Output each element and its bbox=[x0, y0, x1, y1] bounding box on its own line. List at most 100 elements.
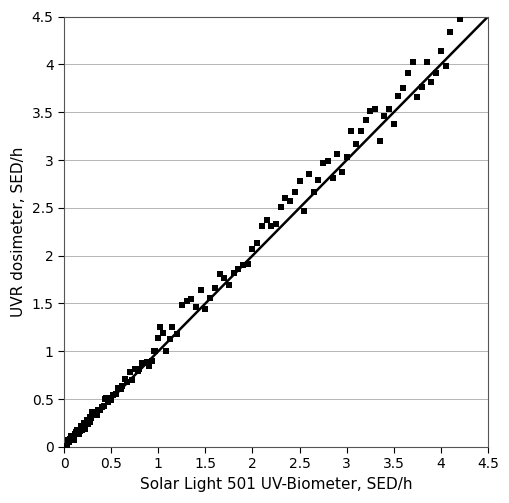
Point bbox=[83, 420, 92, 428]
Point bbox=[76, 428, 84, 436]
Point bbox=[220, 274, 228, 282]
Point bbox=[309, 189, 317, 197]
Point bbox=[68, 433, 76, 441]
Point bbox=[135, 365, 143, 373]
X-axis label: Solar Light 501 UV-Biometer, SED/h: Solar Light 501 UV-Biometer, SED/h bbox=[139, 477, 411, 492]
Point bbox=[243, 261, 251, 269]
Point bbox=[109, 391, 117, 399]
Point bbox=[427, 78, 435, 86]
Point bbox=[100, 394, 108, 402]
Point bbox=[332, 150, 341, 158]
Point bbox=[441, 62, 449, 70]
Point bbox=[252, 239, 261, 247]
Point bbox=[182, 296, 190, 304]
Point bbox=[156, 323, 164, 331]
Point bbox=[300, 207, 308, 215]
Point bbox=[116, 385, 124, 393]
Point bbox=[154, 333, 162, 342]
Point bbox=[431, 69, 439, 77]
Point bbox=[295, 178, 303, 186]
Point bbox=[328, 175, 336, 183]
Point bbox=[286, 197, 294, 205]
Point bbox=[337, 167, 345, 176]
Y-axis label: UVR dosimeter, SED/h: UVR dosimeter, SED/h bbox=[11, 146, 26, 317]
Point bbox=[74, 429, 82, 437]
Point bbox=[94, 406, 102, 414]
Point bbox=[121, 375, 129, 383]
Point bbox=[145, 362, 153, 370]
Point bbox=[323, 157, 331, 165]
Point bbox=[151, 348, 159, 356]
Point bbox=[138, 359, 146, 367]
Point bbox=[224, 281, 233, 289]
Point bbox=[78, 426, 86, 434]
Point bbox=[417, 83, 425, 91]
Point bbox=[87, 414, 95, 422]
Point bbox=[248, 245, 256, 254]
Point bbox=[365, 107, 374, 115]
Point bbox=[65, 438, 73, 446]
Point bbox=[98, 402, 106, 410]
Point bbox=[422, 57, 430, 65]
Point bbox=[290, 188, 298, 196]
Point bbox=[380, 112, 388, 120]
Point bbox=[130, 365, 138, 373]
Point bbox=[140, 359, 148, 367]
Point bbox=[63, 442, 71, 450]
Point bbox=[319, 159, 327, 167]
Point bbox=[107, 396, 115, 404]
Point bbox=[375, 136, 383, 144]
Point bbox=[91, 409, 99, 417]
Point bbox=[229, 269, 237, 277]
Point bbox=[67, 434, 75, 442]
Point bbox=[96, 406, 104, 414]
Point bbox=[126, 368, 134, 376]
Point bbox=[356, 127, 364, 135]
Point bbox=[128, 376, 136, 384]
Point bbox=[102, 394, 110, 402]
Point bbox=[84, 416, 93, 425]
Point bbox=[105, 393, 113, 401]
Point bbox=[81, 419, 90, 427]
Point bbox=[72, 428, 80, 436]
Point bbox=[71, 431, 79, 439]
Point bbox=[104, 398, 112, 406]
Point bbox=[173, 330, 181, 338]
Point bbox=[276, 203, 284, 211]
Point bbox=[384, 105, 392, 113]
Point bbox=[314, 176, 322, 184]
Point bbox=[159, 329, 167, 337]
Point bbox=[147, 358, 155, 366]
Point bbox=[90, 407, 98, 415]
Point bbox=[79, 418, 88, 427]
Point bbox=[114, 384, 122, 392]
Point bbox=[215, 270, 223, 278]
Point bbox=[161, 348, 169, 356]
Point bbox=[206, 294, 214, 302]
Point bbox=[88, 408, 96, 416]
Point bbox=[281, 194, 289, 202]
Point bbox=[239, 261, 247, 269]
Point bbox=[412, 93, 420, 101]
Point bbox=[403, 68, 411, 76]
Point bbox=[64, 436, 72, 444]
Point bbox=[75, 430, 83, 438]
Point bbox=[143, 358, 151, 366]
Point bbox=[191, 303, 200, 311]
Point bbox=[165, 335, 174, 343]
Point bbox=[455, 15, 463, 23]
Point bbox=[351, 140, 359, 148]
Point bbox=[393, 92, 402, 100]
Point bbox=[69, 436, 77, 444]
Point bbox=[436, 47, 444, 55]
Point bbox=[370, 105, 378, 113]
Point bbox=[77, 422, 85, 430]
Point bbox=[79, 423, 87, 431]
Point bbox=[187, 295, 195, 303]
Point bbox=[267, 222, 275, 230]
Point bbox=[123, 378, 131, 386]
Point bbox=[149, 347, 157, 355]
Point bbox=[342, 153, 350, 161]
Point bbox=[178, 301, 186, 309]
Point bbox=[82, 415, 91, 424]
